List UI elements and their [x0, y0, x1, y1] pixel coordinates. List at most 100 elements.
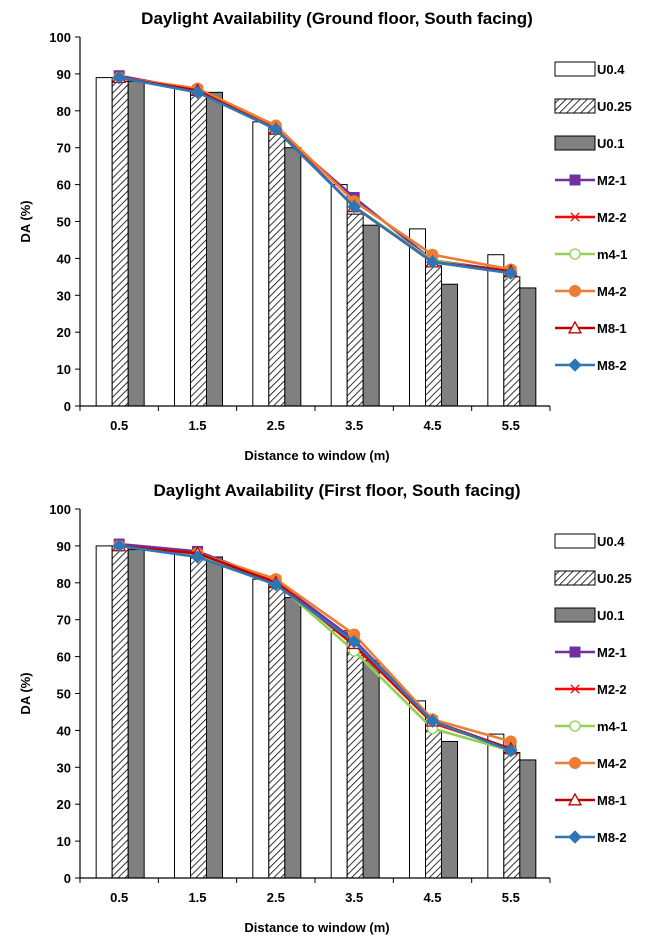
bar-u0-25-5-5	[503, 276, 521, 407]
bar-u0-1-5-5	[519, 287, 537, 407]
y-tick-label: 100	[49, 502, 71, 517]
legend-marker	[569, 757, 581, 769]
legend-label: U0.4	[597, 62, 625, 77]
point-m8-2-1-5	[190, 550, 205, 564]
legend-label: U0.1	[597, 136, 624, 151]
y-axis-label: DA (%)	[18, 200, 33, 242]
legend-swatch	[554, 135, 596, 151]
legend-label: m4-1	[597, 247, 627, 262]
legend-label: M8-2	[597, 830, 627, 845]
series-line-m8-2	[118, 76, 512, 275]
bar-u0-4-3-5	[330, 184, 348, 407]
legend-marker	[568, 830, 582, 844]
bar-u0-4-0-5	[95, 77, 113, 407]
series-m8-2	[112, 539, 518, 758]
legend-item-m2-1: M2-1	[555, 645, 627, 660]
chart-title: Daylight Availability (Ground floor, Sou…	[141, 9, 533, 28]
series-m2-2	[113, 72, 517, 276]
legend-marker	[569, 285, 581, 297]
bar-u0-4-2-5	[252, 121, 270, 407]
legend-label: M8-1	[597, 321, 627, 336]
y-tick-label: 60	[57, 178, 71, 193]
bar-u0-1-4-5	[441, 283, 458, 407]
bar-u0-1-1-5	[206, 556, 223, 879]
legend-label: U0.25	[597, 571, 632, 586]
bar-u0-25-3-5	[346, 652, 364, 879]
bar-u0-4-1-5	[174, 552, 191, 879]
legend-item-u0-1: U0.1	[554, 607, 624, 623]
bar-u0-25-0-5	[111, 545, 129, 879]
bar-u0-1-0-5	[127, 549, 145, 879]
y-tick-label: 20	[57, 797, 71, 812]
bar-u0-25-2-5	[268, 132, 286, 407]
point-m8-2-4-5	[425, 255, 440, 269]
legend-marker	[569, 684, 581, 694]
y-tick-label: 90	[57, 539, 71, 554]
legend-swatch	[554, 607, 596, 623]
point-m8-2-2-5	[269, 577, 283, 592]
legend-item-u0-4: U0.4	[554, 61, 625, 77]
bar-u0-25-0-5	[111, 80, 129, 407]
bar-u0-25-4-5	[425, 265, 442, 407]
legend-item-m8-1: M8-1	[555, 792, 627, 808]
x-tick-label: 3.5	[345, 890, 363, 905]
series-line-m8-2	[118, 544, 512, 752]
point-m8-2-3-5	[347, 200, 361, 214]
chart-svg-first-floor: Daylight Availability (First floor, Sout…	[18, 481, 632, 935]
legend-item-u0-4: U0.4	[554, 533, 625, 549]
legend-item-u0-25: U0.25	[554, 98, 632, 114]
legend-item-m2-2: M2-2	[555, 682, 627, 697]
legend-item-m2-1: M2-1	[555, 173, 627, 188]
legend-swatch	[554, 570, 596, 586]
bar-u0-4-5-5	[487, 254, 505, 407]
point-m8-2-3-5	[347, 635, 361, 649]
x-tick-label: 4.5	[423, 890, 441, 905]
chart-first-floor: Daylight Availability (First floor, Sout…	[0, 472, 648, 944]
chart-svg-ground-floor: Daylight Availability (Ground floor, Sou…	[18, 9, 632, 463]
x-tick-label: 1.5	[188, 418, 206, 433]
bar-u0-25-4-5	[425, 729, 442, 879]
bar-u0-4-3-5	[330, 630, 348, 879]
point-m8-2-5-5	[504, 266, 518, 280]
point-m8-2-0-5	[112, 70, 126, 85]
legend-marker	[567, 792, 583, 806]
y-tick-label: 0	[64, 399, 71, 414]
legend-marker	[569, 720, 581, 732]
bar-u0-25-5-5	[503, 752, 521, 879]
legend-label: M8-1	[597, 793, 627, 808]
y-tick-label: 60	[57, 650, 71, 665]
legend: U0.4 U0.25 U0.1 M2-1 M2-2 m4-1 M4-2 M8-1 M8-2	[554, 533, 632, 845]
legend-label: M2-2	[597, 682, 627, 697]
x-axis-label: Distance to window (m)	[244, 920, 389, 935]
legend-marker	[569, 248, 581, 260]
y-tick-label: 50	[57, 687, 71, 702]
legend-item-m8-2: M8-2	[555, 358, 627, 373]
legend-marker	[569, 646, 581, 658]
chart-title: Daylight Availability (First floor, Sout…	[153, 481, 520, 500]
legend-label: M2-1	[597, 645, 627, 660]
bar-u0-1-3-5	[362, 659, 380, 879]
legend-item-m4-2: M4-2	[555, 756, 627, 771]
bar-u0-1-4-5	[441, 740, 458, 879]
legend-item-m8-2: M8-2	[555, 830, 627, 845]
legend-label: M4-2	[597, 756, 627, 771]
y-tick-label: 70	[57, 141, 71, 156]
y-tick-label: 40	[57, 723, 71, 738]
x-tick-label: 4.5	[423, 418, 441, 433]
bar-u0-25-1-5	[190, 91, 207, 407]
y-tick-label: 50	[57, 215, 71, 230]
y-tick-label: 10	[57, 362, 71, 377]
point-m8-2-5-5	[504, 743, 518, 758]
chart-ground-floor: Daylight Availability (Ground floor, Sou…	[18, 9, 632, 463]
legend-swatch	[554, 533, 596, 549]
x-tick-label: 2.5	[267, 418, 285, 433]
x-tick-label: 5.5	[502, 890, 520, 905]
legend-label: U0.25	[597, 99, 632, 114]
bar-u0-4-0-5	[95, 545, 113, 879]
bar-u0-25-1-5	[190, 556, 207, 879]
legend-label: U0.4	[597, 534, 625, 549]
bar-u0-25-2-5	[268, 585, 286, 879]
legend: U0.4 U0.25 U0.1 M2-1 M2-2 m4-1 M4-2 M8-1 M8-2	[554, 61, 632, 373]
point-m8-2-4-5	[425, 714, 440, 728]
legend-swatch	[554, 98, 596, 114]
